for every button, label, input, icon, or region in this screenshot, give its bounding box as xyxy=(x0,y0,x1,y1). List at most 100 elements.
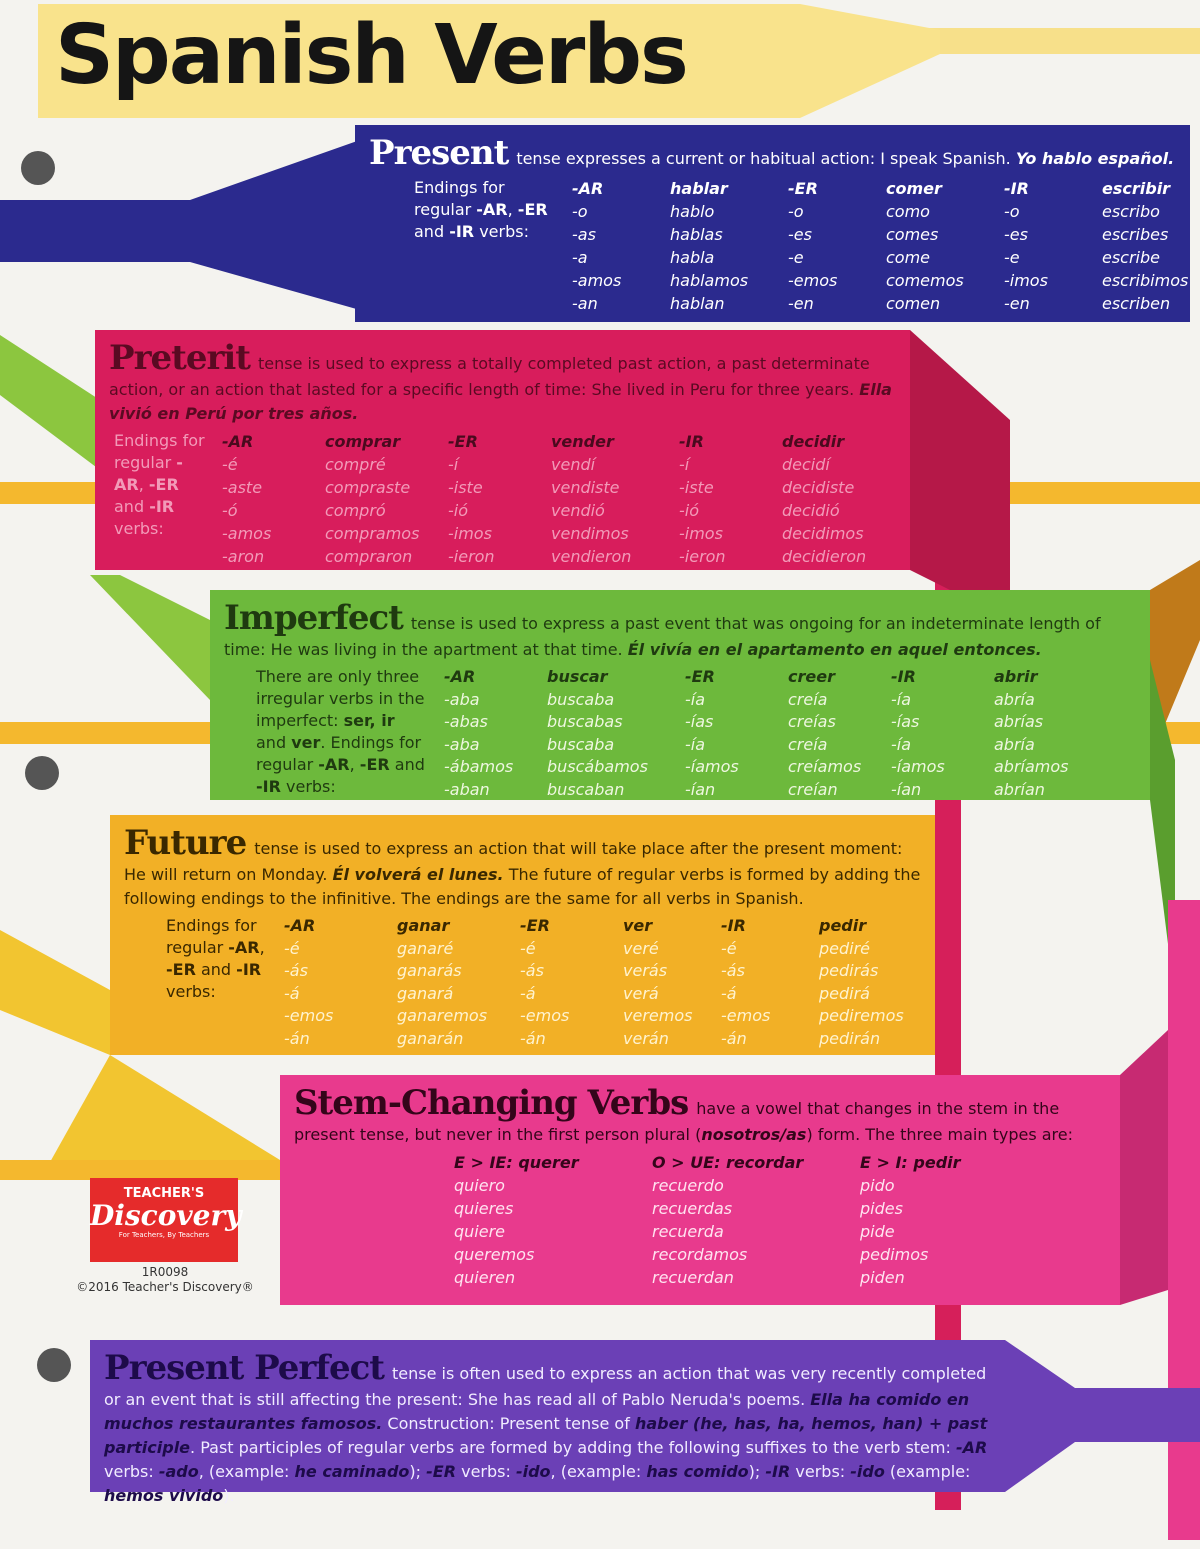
emphasis: -ER xyxy=(426,1462,457,1481)
column-header: comprar xyxy=(325,432,401,451)
verb-form: quiero xyxy=(454,1176,505,1195)
title-banner xyxy=(38,4,940,118)
verb-form: -o xyxy=(572,202,588,221)
verb-form: -en xyxy=(1004,294,1030,313)
emphasis: -IR xyxy=(256,777,281,796)
verb-form: pedirán xyxy=(819,1028,881,1048)
verb-form: -í xyxy=(679,455,690,474)
intro-text: and xyxy=(389,755,425,774)
intro-text: and xyxy=(414,222,450,241)
verb-form: -ían xyxy=(685,779,716,799)
verb-form: comes xyxy=(886,225,939,244)
verb-form: recuerda xyxy=(652,1222,724,1241)
verb-form: -emos xyxy=(788,271,838,290)
verb-form: buscábamos xyxy=(547,757,648,776)
publisher-logo: TEACHER'S Discovery For Teachers, By Tea… xyxy=(90,1178,242,1262)
verb-form: -ía xyxy=(685,689,706,709)
conjugation-column: -ER -o -es -e -emos -en xyxy=(788,177,878,315)
description-text: The future of regular verbs is formed by… xyxy=(124,865,921,908)
emphasis: -ER xyxy=(359,755,390,774)
present-neck xyxy=(0,140,360,310)
description-text: , (example: xyxy=(550,1462,647,1481)
verb-form: buscaban xyxy=(547,779,625,799)
conjugation-column: -IR -é -ás -á -emos -án xyxy=(721,915,811,1050)
verb-form: -aba xyxy=(444,734,480,754)
verb-form: -en xyxy=(788,294,814,313)
verb-form: buscaba xyxy=(547,689,615,709)
emphasis: -AR xyxy=(955,1438,988,1457)
intro-text: , xyxy=(349,755,360,774)
emphasis: nosotros/as xyxy=(701,1125,807,1144)
tense-panel: Present Perfect tense is often used to ex… xyxy=(90,1340,1005,1505)
column-header: ver xyxy=(623,916,653,935)
verb-form: -emos xyxy=(721,1006,771,1025)
conjugation-column: O > UE: recordar recuerdo recuerdas recuerd… xyxy=(652,1151,852,1289)
verb-form: -e xyxy=(788,248,804,267)
intro-text: , xyxy=(507,200,518,219)
column-header: -AR xyxy=(572,179,604,198)
intro-text: and xyxy=(256,733,292,752)
column-header: comer xyxy=(886,179,942,198)
verb-form: -á xyxy=(520,983,536,1003)
verb-form: -ás xyxy=(520,961,544,980)
column-header: -ER xyxy=(788,179,818,198)
emphasis: -ER xyxy=(148,475,179,494)
verb-form: -íamos xyxy=(685,757,739,776)
description-text: verbs: xyxy=(790,1462,851,1481)
verb-form: veremos xyxy=(623,1006,693,1025)
verb-form: vendí xyxy=(551,455,596,474)
verb-form: recuerdo xyxy=(652,1176,724,1195)
verb-form: -í xyxy=(448,455,459,474)
description-text: ); xyxy=(409,1462,427,1481)
verb-form: pedirá xyxy=(819,983,870,1003)
band xyxy=(1168,900,1200,1540)
conjugation-column: ver veré verás verá veremos verán xyxy=(623,915,713,1050)
verb-form: -imos xyxy=(679,524,723,543)
verb-form: decidimos xyxy=(782,524,864,543)
description-text: tense is used to express an action that … xyxy=(124,839,903,884)
verb-form: creía xyxy=(788,689,828,709)
column-header: E > I: pedir xyxy=(860,1153,961,1172)
verb-form: hablo xyxy=(670,202,715,221)
verb-form: -as xyxy=(572,225,596,244)
column-header: hablar xyxy=(670,179,728,198)
conjugation-column: buscar buscaba buscabas buscaba buscábamos bu… xyxy=(547,666,677,801)
column-header: -IR xyxy=(891,667,916,686)
column-header: -AR xyxy=(222,432,254,451)
intro-text: Endings for regular xyxy=(114,431,205,472)
conjugation-column: vender vendí vendiste vendió vendimos vendier… xyxy=(551,430,671,568)
verb-form: creía xyxy=(788,734,828,754)
perfect-arrow xyxy=(1005,1340,1200,1492)
verb-form: decidieron xyxy=(782,547,867,566)
column-header: -IR xyxy=(679,432,704,451)
description-text: ); xyxy=(748,1462,766,1481)
description-text: (example: xyxy=(884,1462,971,1481)
verb-form: decidí xyxy=(782,455,830,474)
verb-form: -án xyxy=(284,1028,310,1048)
column-header: abrir xyxy=(994,667,1038,686)
description: Present tense expresses a current or habi… xyxy=(369,133,1176,173)
emphasis: ser, ir xyxy=(343,711,395,730)
intro-note: There are only three irregular verbs in … xyxy=(256,666,436,801)
emphasis: -IR xyxy=(449,222,475,241)
verb-form: -ó xyxy=(222,501,238,520)
verb-form: -e xyxy=(1004,248,1020,267)
verb-form: -emos xyxy=(284,1006,334,1025)
description-text: verbs: xyxy=(104,1462,159,1481)
verb-form: pido xyxy=(860,1176,895,1195)
tense-panel: Present tense expresses a current or habi… xyxy=(355,125,1190,322)
verb-form: -aron xyxy=(222,547,265,566)
emphasis: Ella ha comido en muchos restaurantes fa… xyxy=(104,1390,970,1433)
logo-tagline: For Teachers, By Teachers xyxy=(118,1231,210,1239)
intro-note: Endings for regular -AR, -ER and -IR ver… xyxy=(414,177,564,315)
verb-form: abrían xyxy=(994,779,1045,799)
verb-form: ganaremos xyxy=(397,1006,488,1025)
intro-text: and xyxy=(195,960,237,979)
verb-form: -iste xyxy=(679,478,714,497)
verb-form: vendieron xyxy=(551,547,632,566)
column-header: -IR xyxy=(1004,179,1029,198)
emphasis: -AR xyxy=(114,453,183,494)
column-header: creer xyxy=(788,667,835,686)
fold xyxy=(910,330,1010,620)
